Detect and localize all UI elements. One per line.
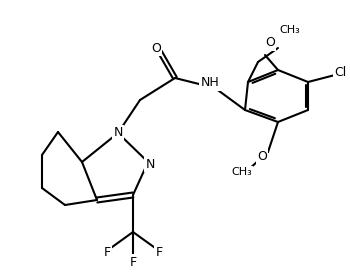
Text: N: N bbox=[145, 157, 155, 171]
Text: F: F bbox=[104, 246, 111, 258]
Text: O: O bbox=[151, 42, 161, 54]
Text: O: O bbox=[265, 36, 275, 50]
Text: CH₃: CH₃ bbox=[232, 167, 252, 177]
Text: Cl: Cl bbox=[334, 66, 346, 79]
Text: F: F bbox=[130, 255, 136, 268]
Text: O: O bbox=[257, 150, 267, 162]
Text: F: F bbox=[155, 246, 162, 258]
Text: N: N bbox=[113, 126, 123, 140]
Text: NH: NH bbox=[201, 76, 219, 89]
Text: CH₃: CH₃ bbox=[280, 25, 300, 35]
